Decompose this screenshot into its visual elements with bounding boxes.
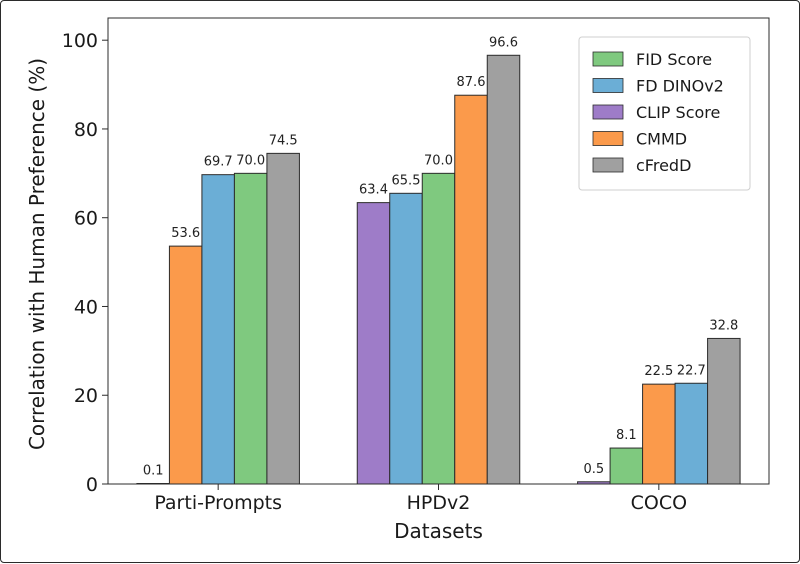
x-tick-label: Parti-Prompts	[154, 492, 282, 514]
x-tick-label: HPDv2	[407, 492, 471, 514]
y-tick-label: 0	[86, 474, 98, 496]
legend: FID Score FD DINOv2 CLIP Score CMMD cFredD	[578, 36, 751, 191]
data-labels-layer: 0.153.669.7 70.074.563.465.570.087.696.60…	[143, 35, 738, 478]
y-tick-label: 60	[74, 208, 98, 230]
legend-swatch	[592, 104, 624, 120]
bar-value-label: 69.7	[204, 155, 233, 170]
bar-value-label: 22.5	[644, 364, 673, 379]
y-tick-label: 80	[74, 119, 98, 141]
legend-swatch	[592, 131, 624, 146]
bar	[609, 447, 644, 485]
bar	[486, 54, 521, 485]
legend-swatch	[592, 157, 624, 173]
bar	[421, 172, 456, 485]
bar-value-label: 8.1	[616, 428, 637, 443]
legend-swatch	[592, 51, 624, 67]
x-tick-label: COCO	[631, 492, 687, 514]
bar	[674, 382, 709, 485]
bar	[642, 383, 676, 485]
x-axis-title: Datasets	[394, 519, 483, 543]
y-axis-title: Correlation with Human Preference (%)	[25, 58, 49, 450]
bar-value-label: 53.6	[171, 226, 200, 241]
bar-value-label: 0.1	[143, 464, 164, 479]
bar-value-label: 65.5	[392, 173, 421, 188]
bar	[233, 172, 268, 485]
legend-swatch	[592, 78, 624, 93]
y-axis: 0 20 40 60 80 100	[62, 30, 108, 496]
y-tick-label: 40	[74, 296, 98, 318]
bar	[389, 192, 423, 485]
bar-value-label: 63.4	[359, 183, 388, 198]
bar	[454, 94, 488, 485]
legend-label: CMMD	[636, 130, 687, 149]
legend-box	[578, 36, 751, 191]
legend-label: FID Score	[636, 50, 712, 69]
bar-value-label: 70.0	[236, 153, 265, 168]
legend-label: cFredD	[636, 156, 691, 175]
bar	[707, 337, 741, 485]
bar-value-label: 70.0	[424, 153, 453, 168]
bar	[266, 152, 300, 485]
bar-value-label: 0.5	[583, 462, 604, 477]
legend-label: CLIP Score	[636, 103, 720, 122]
y-tick-label: 100	[62, 30, 98, 52]
x-axis: Parti-Prompts HPDv2 COCO	[154, 484, 687, 514]
bar-value-label: 22.7	[677, 363, 706, 378]
bar-value-label: 96.6	[489, 35, 518, 50]
bars-layer	[136, 54, 741, 485]
bar-value-label: 74.5	[269, 133, 298, 148]
bar-value-label: 87.6	[457, 75, 486, 90]
y-tick-label: 20	[74, 385, 98, 407]
bar	[356, 202, 391, 485]
bar	[201, 174, 235, 485]
bar	[168, 245, 203, 485]
bar-value-label: 32.8	[709, 318, 738, 333]
legend-label: FD DINOv2	[636, 77, 724, 96]
